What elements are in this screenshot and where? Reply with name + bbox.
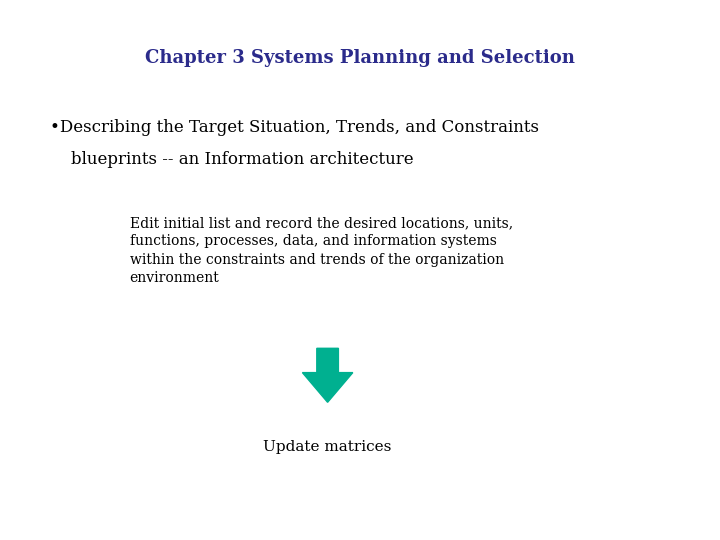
Text: •Describing the Target Situation, Trends, and Constraints: •Describing the Target Situation, Trends… [50,119,539,136]
Text: Update matrices: Update matrices [264,440,392,454]
Text: Chapter 3 Systems Planning and Selection: Chapter 3 Systems Planning and Selection [145,49,575,66]
Text: Edit initial list and record the desired locations, units,
functions, processes,: Edit initial list and record the desired… [130,216,513,285]
Text: blueprints -- an Information architecture: blueprints -- an Information architectur… [50,151,414,168]
FancyArrow shape [302,348,353,402]
